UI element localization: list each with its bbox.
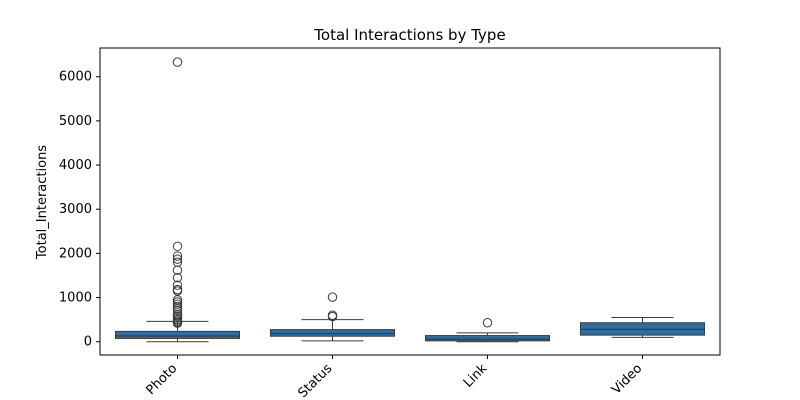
y-tick-label: 1000 (59, 291, 92, 306)
box-series (115, 57, 705, 343)
box-video (580, 316, 705, 338)
y-axis: 0 1000 2000 3000 4000 5000 6000 (59, 70, 100, 350)
outlier-point (172, 272, 183, 283)
iqr-box (115, 330, 240, 339)
outlier-point (172, 251, 183, 261)
y-axis-label: Total_Interactions (35, 145, 50, 260)
iqr-box (270, 329, 395, 337)
box-photo (115, 57, 240, 343)
outlier-point (172, 280, 183, 290)
x-tick-label: Photo (143, 361, 180, 398)
box-link (425, 318, 550, 343)
outlier-point (482, 318, 493, 328)
outlier-point (327, 311, 338, 322)
outlier-point (327, 292, 338, 302)
outlier-point (172, 299, 183, 309)
iqr-box (425, 335, 550, 342)
y-tick-label: 3000 (59, 202, 92, 217)
outlier-point (172, 57, 183, 67)
x-tick-label: Link (461, 361, 491, 391)
y-tick-label: 2000 (59, 246, 92, 261)
outlier-point (172, 303, 183, 314)
chart-title: Total Interactions by Type (313, 26, 505, 44)
outlier-point (172, 318, 183, 328)
plot-area (99, 47, 721, 356)
outlier-point (172, 265, 183, 275)
x-axis: Photo Status Link Video (143, 355, 645, 400)
outlier-point (172, 241, 183, 252)
y-tick-label: 6000 (59, 70, 92, 85)
x-tick-label: Status (295, 361, 335, 400)
y-tick-label: 5000 (59, 114, 92, 129)
y-tick-label: 4000 (59, 158, 92, 173)
y-tick-label: 0 (84, 335, 92, 350)
box-status (270, 292, 395, 342)
x-tick-label: Video (609, 361, 645, 397)
outlier-point (172, 254, 183, 264)
